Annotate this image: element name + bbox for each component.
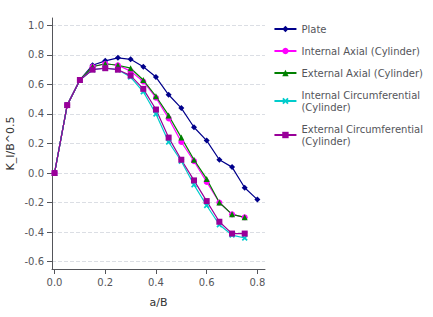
svg-text:-0.6: -0.6 (24, 256, 44, 267)
svg-text:-0.2: -0.2 (24, 197, 44, 208)
svg-text:External Circumferential: External Circumferential (301, 124, 423, 135)
svg-text:1.0: 1.0 (28, 20, 44, 31)
svg-text:Internal Axial (Cylinder): Internal Axial (Cylinder) (301, 46, 420, 57)
svg-text:0.6: 0.6 (199, 277, 215, 288)
svg-text:-0.4: -0.4 (24, 227, 44, 238)
svg-text:0.6: 0.6 (28, 79, 44, 90)
svg-text:0.0: 0.0 (28, 168, 44, 179)
svg-text:0.8: 0.8 (249, 277, 265, 288)
svg-text:0.4: 0.4 (28, 108, 44, 119)
svg-text:(Cylinder): (Cylinder) (301, 136, 350, 147)
svg-text:0.0: 0.0 (47, 277, 63, 288)
svg-text:0.8: 0.8 (28, 49, 44, 60)
svg-text:a/B: a/B (150, 296, 168, 309)
svg-text:0.4: 0.4 (148, 277, 164, 288)
svg-text:K_I/B^0.5: K_I/B^0.5 (4, 117, 17, 171)
svg-text:Internal Circumferential: Internal Circumferential (301, 90, 420, 101)
svg-text:External Axial (Cylinder): External Axial (Cylinder) (301, 68, 423, 79)
svg-text:(Cylinder): (Cylinder) (301, 102, 350, 113)
svg-text:0.2: 0.2 (97, 277, 113, 288)
svg-text:Plate: Plate (301, 24, 326, 35)
svg-text:0.2: 0.2 (28, 138, 44, 149)
